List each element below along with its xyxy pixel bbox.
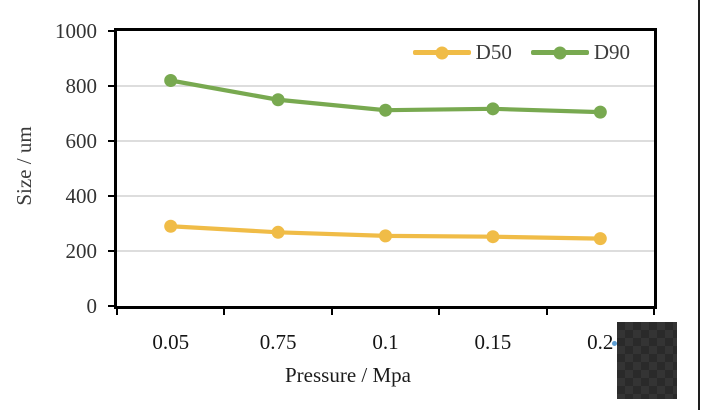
x-axis-tick (223, 309, 226, 315)
dark-overlay-block (617, 322, 677, 399)
x-tick-label: 0.1 (372, 330, 399, 354)
d90-marker-icon (553, 46, 567, 59)
x-axis-tick (545, 309, 548, 315)
y-axis-tick (108, 140, 114, 142)
legend-item-d50: D50 (412, 40, 512, 64)
y-tick-label: 200 (65, 239, 98, 263)
x-tick-label: 0.2 (587, 330, 614, 354)
legend-label-d50: D50 (475, 40, 512, 64)
legend-label-d90: D90 (593, 40, 630, 64)
d50-line-swatch (412, 46, 471, 59)
y-tick-label: 400 (65, 184, 98, 208)
legend: D50 D90 (412, 40, 630, 64)
x-axis-tick (116, 309, 118, 315)
x-axis-title: Pressure / Mpa (285, 363, 411, 387)
y-tick-label: 1000 (55, 19, 97, 43)
d90-line-swatch (530, 46, 589, 59)
legend-item-d90: D90 (530, 40, 630, 64)
y-tick-label: 600 (65, 129, 98, 153)
d50-marker-icon (435, 46, 449, 59)
y-tick-label: 0 (86, 294, 98, 318)
y-axis-tick (108, 250, 114, 252)
y-tick-label: 800 (65, 74, 98, 98)
plot-area: D50 D90 (114, 28, 657, 309)
x-tick-label: 0.75 (259, 330, 297, 354)
y-axis-tick (108, 195, 114, 197)
x-axis-tick (438, 309, 441, 315)
y-axis-title: Size / um (12, 126, 36, 206)
y-axis-tick (108, 85, 114, 87)
cursor-dot (612, 341, 617, 346)
window-right-border (698, 0, 700, 410)
x-tick-label: 0.15 (474, 330, 512, 354)
y-axis-tick (108, 305, 114, 307)
line-chart (117, 74, 654, 252)
y-axis-tick (108, 30, 114, 32)
x-axis-tick (653, 309, 655, 315)
x-tick-label: 0.05 (152, 330, 190, 354)
x-axis-tick (330, 309, 333, 315)
